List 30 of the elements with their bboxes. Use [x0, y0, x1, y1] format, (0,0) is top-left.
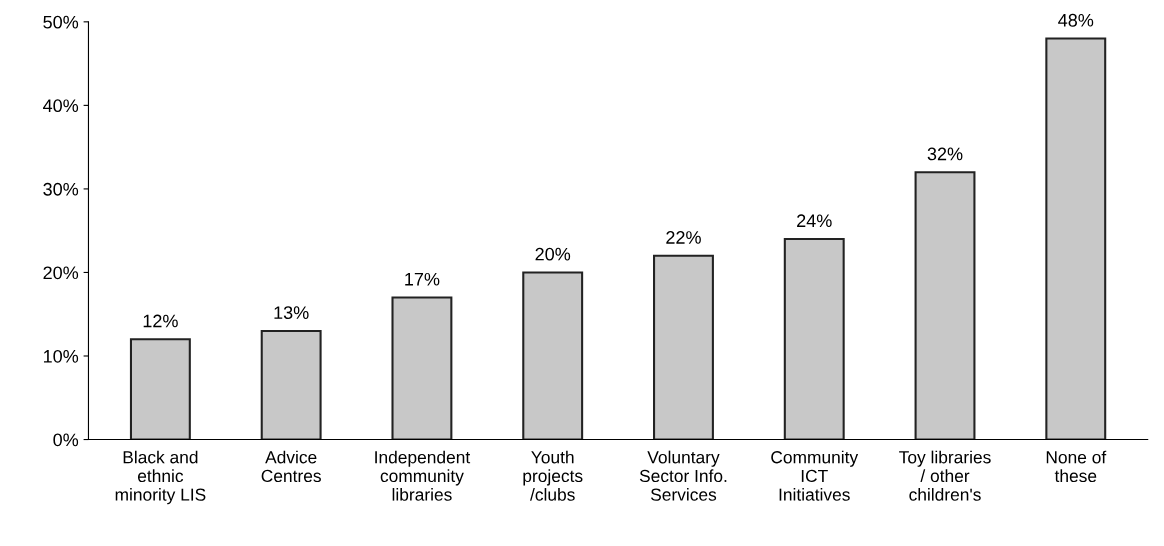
- x-tick-label: Toy libraries / other children's: [899, 450, 991, 501]
- y-tick-label: 20%: [43, 266, 79, 280]
- bar: [1045, 37, 1107, 440]
- y-tick-label: 10%: [43, 349, 79, 363]
- bar: [653, 254, 714, 440]
- bar: [260, 329, 322, 440]
- data-label: 17%: [405, 272, 440, 286]
- data-label: 24%: [797, 214, 832, 228]
- y-tick-label: 30%: [43, 182, 79, 196]
- x-tick-label: Independent community libraries: [375, 450, 471, 501]
- x-tick-label: Black and ethnic minority LIS: [115, 450, 206, 505]
- y-tick-label: 40%: [43, 99, 79, 113]
- bar: [914, 171, 976, 440]
- data-label: 22%: [666, 231, 701, 244]
- bar: [129, 338, 191, 440]
- x-tick-label: Community ICT Initiatives: [771, 450, 859, 501]
- data-label: 12%: [143, 314, 178, 328]
- y-tick-label: 0%: [53, 433, 79, 447]
- x-tick-label: Youth projects /clubs: [523, 450, 583, 501]
- bar: [391, 296, 453, 440]
- data-label: 48%: [1058, 13, 1094, 27]
- x-tick-label: Voluntary Sector Info. Services: [639, 450, 727, 501]
- x-tick-label: Advice Centres: [261, 450, 321, 483]
- bar: [783, 238, 845, 440]
- bar: [522, 271, 584, 440]
- y-tick-label: 50%: [43, 15, 79, 29]
- data-label: 13%: [274, 306, 309, 320]
- x-tick-label: None of these: [1046, 450, 1107, 483]
- data-label: 20%: [535, 247, 571, 261]
- data-label: 32%: [927, 147, 963, 161]
